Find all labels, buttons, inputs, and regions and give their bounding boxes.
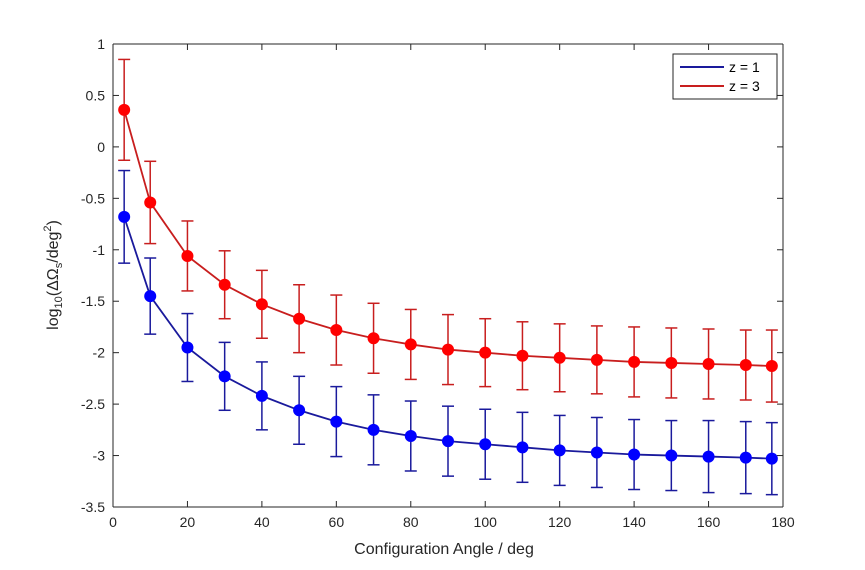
data-point (118, 103, 131, 116)
data-point (702, 450, 715, 463)
data-point (739, 359, 752, 372)
data-point (255, 389, 268, 402)
data-point (330, 415, 343, 428)
x-tick-label: 40 (254, 514, 270, 530)
y-tick-label: -2.5 (81, 396, 105, 412)
data-point (367, 332, 380, 345)
series-z-1 (118, 169, 778, 496)
data-point (255, 298, 268, 311)
data-point (765, 452, 778, 465)
legend-label-z1: z = 1 (729, 59, 760, 75)
legend-label-z3: z = 3 (729, 78, 760, 94)
data-point (367, 423, 380, 436)
data-point (293, 312, 306, 325)
data-point (404, 338, 417, 351)
x-tick-label: 140 (622, 514, 646, 530)
y-tick-label: -1 (93, 242, 106, 258)
y-tick-label: -2 (93, 345, 106, 361)
x-tick-label: 0 (109, 514, 117, 530)
y-tick-label: 1 (97, 36, 105, 52)
y-tick-label: -3.5 (81, 499, 105, 515)
data-point (442, 435, 454, 448)
x-axis-label: Configuration Angle / deg (354, 541, 534, 558)
data-point (144, 290, 157, 303)
data-point (628, 355, 641, 368)
x-tick-labels: 0 20 40 60 80 100 120 140 160 180 (109, 514, 795, 530)
data-point (590, 446, 603, 459)
data-point (553, 444, 566, 457)
data-point (739, 451, 752, 464)
y-tick-label: 0.5 (86, 87, 106, 103)
data-point (181, 249, 194, 262)
y-axis-label: log10(ΔΩs/deg2) (42, 220, 65, 330)
data-point (442, 343, 454, 356)
x-tick-label: 60 (329, 514, 345, 530)
data-point (516, 349, 529, 362)
x-tick-label: 80 (403, 514, 419, 530)
y-tick-label: -0.5 (81, 190, 105, 206)
series-layer (118, 58, 778, 496)
data-point (181, 341, 194, 354)
data-point (144, 196, 157, 209)
data-point (404, 430, 417, 443)
x-tick-label: 100 (474, 514, 498, 530)
data-point (765, 360, 778, 373)
data-point (479, 346, 492, 359)
data-point (628, 448, 641, 461)
y-tick-label: -3 (93, 448, 106, 464)
data-point (118, 210, 131, 223)
y-tick-label: -1.5 (81, 293, 105, 309)
x-tick-label: 180 (771, 514, 795, 530)
data-point (590, 353, 603, 366)
legend: z = 1 z = 3 (672, 53, 778, 100)
x-tick-label: 160 (697, 514, 721, 530)
legend-box (672, 53, 778, 100)
y-tick-labels: 1 0.5 0 -0.5 -1 -1.5 -2 -2.5 -3 -3.5 (81, 36, 105, 515)
data-point (218, 370, 231, 383)
axes (112, 43, 784, 508)
data-point (330, 324, 343, 337)
x-tick-label: 120 (548, 514, 572, 530)
series-z-3 (118, 58, 778, 403)
data-point (702, 357, 715, 370)
y-tick-label: 0 (97, 139, 105, 155)
data-point (665, 356, 678, 369)
data-point (479, 438, 492, 451)
data-point (553, 351, 566, 364)
data-point (516, 441, 529, 454)
x-tick-label: 20 (180, 514, 196, 530)
data-point (293, 404, 306, 417)
data-point (665, 449, 678, 462)
data-point (218, 278, 231, 291)
